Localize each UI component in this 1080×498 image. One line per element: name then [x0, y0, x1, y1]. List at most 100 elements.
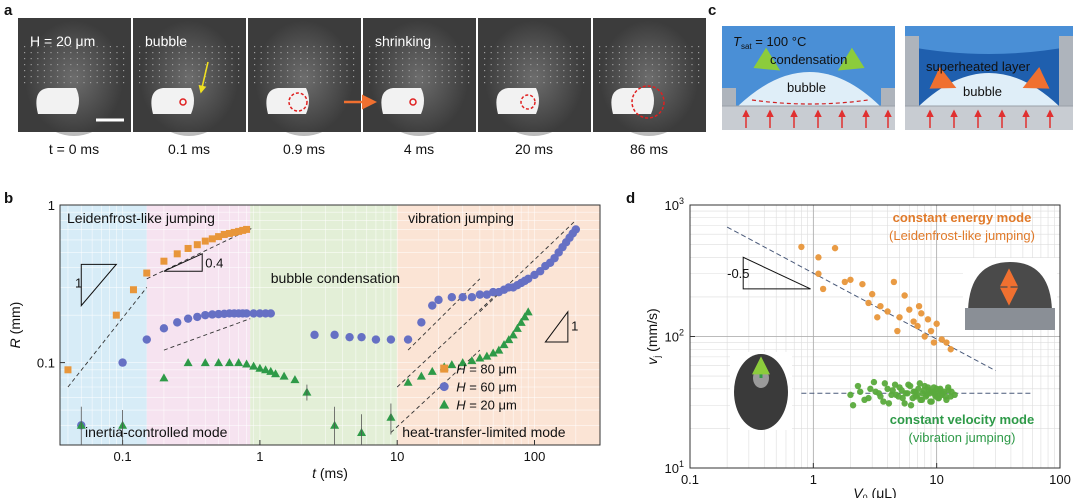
pillar-dot — [382, 46, 384, 48]
data-point-h20 — [249, 361, 259, 370]
pillar-dot — [218, 70, 220, 72]
pillar-dot — [185, 76, 187, 78]
pillar-dot — [57, 52, 59, 54]
frame-label: shrinking — [375, 33, 431, 49]
slope-label-04: 0.4 — [205, 256, 223, 271]
pillar-dot — [563, 70, 565, 72]
y-axis-label: R (mm) — [7, 302, 23, 349]
pillar-dot — [497, 64, 499, 66]
y-axis-var: v — [644, 357, 660, 365]
pillar-dot — [313, 70, 315, 72]
pillar-dot — [671, 64, 673, 66]
data-point-h20 — [290, 375, 300, 384]
pillar-dot — [415, 76, 417, 78]
pillar-dot — [618, 46, 620, 48]
pillar-dot — [70, 46, 72, 48]
pillar-dot — [50, 58, 52, 60]
data-point-h80 — [129, 286, 137, 294]
pillar-dot — [254, 64, 256, 66]
pillar-dot — [612, 58, 614, 60]
pillar-dot — [24, 46, 26, 48]
data-point-velocity — [888, 391, 895, 399]
pillar-dot — [402, 58, 404, 60]
pillar-dot — [83, 82, 85, 84]
pillar-dot — [435, 82, 437, 84]
data-point-energy — [815, 270, 822, 277]
pillar-dot — [556, 82, 558, 84]
pillar-dot — [369, 70, 371, 72]
pillar-dot — [645, 52, 647, 54]
frame-label: bubble — [145, 33, 187, 49]
data-point-h80 — [243, 225, 251, 233]
pillar-dot — [191, 64, 193, 66]
data-point-velocity — [870, 378, 878, 386]
pillar-dot — [103, 64, 105, 66]
pillar-dot — [569, 58, 571, 60]
pillar-dot — [421, 52, 423, 54]
pillar-dot — [536, 52, 538, 54]
pillar-dot — [313, 82, 315, 84]
y-axis-unit: (mm) — [7, 302, 23, 339]
pillar-dot — [569, 70, 571, 72]
data-point-energy — [894, 327, 901, 335]
pillar-dot — [70, 58, 72, 60]
bubble-marker — [631, 85, 665, 119]
pillar-dot — [523, 58, 525, 60]
pillar-dot — [165, 70, 167, 72]
pillar-dot — [632, 58, 634, 60]
pillar-dot — [109, 82, 111, 84]
pillar-dot — [205, 76, 207, 78]
x-axis-label: V0 (μL) — [853, 485, 896, 498]
data-point-h60 — [447, 292, 457, 302]
pillar-dot — [346, 82, 348, 84]
pillar-dot — [556, 46, 558, 48]
y-axis-unit: (mm/s) — [644, 308, 660, 355]
data-point-velocity — [928, 398, 935, 405]
data-point-velocity — [867, 385, 874, 393]
pillar-dot — [645, 58, 647, 60]
pillar-dot — [395, 70, 397, 72]
pillar-dot — [421, 70, 423, 72]
pillar-dot — [320, 52, 322, 54]
pillar-dot — [569, 46, 571, 48]
pillar-dot — [198, 82, 200, 84]
pillar-dot — [441, 52, 443, 54]
pillar-dot — [556, 64, 558, 66]
pillar-dot — [109, 52, 111, 54]
guide-line — [407, 278, 481, 351]
slope-label-1: 1 — [75, 275, 82, 290]
pillar-dot — [605, 76, 607, 78]
pillar-dot — [651, 46, 653, 48]
pillar-dot — [293, 58, 295, 60]
pillar-dot — [665, 76, 667, 78]
pillar-dot — [116, 46, 118, 48]
slope-label-right: 1 — [571, 318, 578, 333]
pillar-dot — [198, 70, 200, 72]
pillar-dot — [57, 46, 59, 48]
pillar-dot — [123, 76, 125, 78]
pillar-dot — [645, 46, 647, 48]
pillar-dot — [198, 58, 200, 60]
pillar-dot — [550, 58, 552, 60]
pillar-dot — [313, 64, 315, 66]
frame-time-label: 86 ms — [630, 141, 668, 157]
data-point-h80 — [64, 366, 72, 374]
pillar-dot — [517, 46, 519, 48]
y-tick-base: 10 — [665, 461, 679, 476]
x-axis-unit: (μL) — [868, 485, 897, 498]
pillar-dot — [90, 58, 92, 60]
frame-label: H = 20 μm — [30, 33, 95, 49]
data-point-velocity — [898, 387, 905, 394]
pillar-dot — [632, 46, 634, 48]
data-point-h80 — [201, 237, 209, 245]
heat-arrow-right — [1022, 66, 1050, 89]
pillar-dot — [320, 76, 322, 78]
pillar-dot — [306, 58, 308, 60]
pillar-dot — [638, 82, 640, 84]
pillar-dot — [543, 76, 545, 78]
data-point-energy — [901, 292, 908, 299]
pillar-dot — [490, 76, 492, 78]
pillar-dot — [300, 58, 302, 60]
data-point-h60 — [118, 358, 127, 367]
pillar-dot — [191, 70, 193, 72]
